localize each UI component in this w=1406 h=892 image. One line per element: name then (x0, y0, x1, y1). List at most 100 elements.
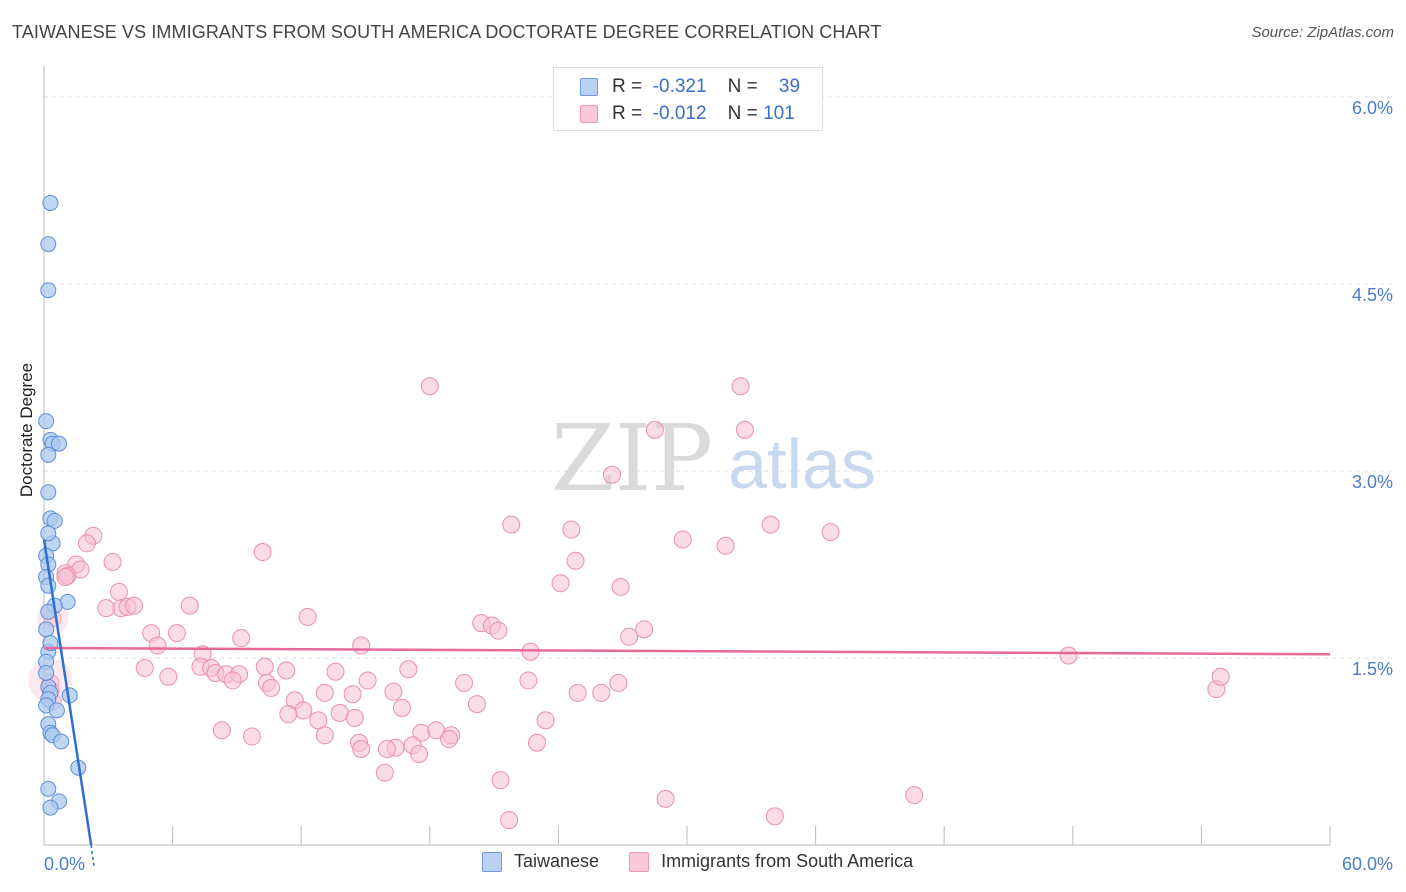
legend-r-value-1: -0.321 (652, 76, 707, 97)
pink-point (262, 678, 281, 697)
blue-point (40, 236, 57, 253)
pink-point (309, 711, 328, 730)
y-tick-label: 4.5% (1352, 285, 1393, 305)
correlation-legend: R = -0.321 N = 39 R = -0.012 N = 101 (553, 67, 823, 131)
pink-point (352, 636, 371, 655)
chart-title: TAIWANESE VS IMMIGRANTS FROM SOUTH AMERI… (12, 22, 882, 42)
grid-lines (44, 96, 1392, 659)
pink-point (315, 683, 334, 702)
pink-point (519, 671, 538, 690)
legend-n-label-1: N = (727, 76, 758, 97)
pink-point (77, 534, 96, 553)
data-points (28, 194, 1230, 830)
blue-point (48, 702, 65, 719)
pink-point (735, 420, 754, 439)
pink-point (731, 377, 750, 396)
pink-point (761, 515, 780, 534)
pink-point (420, 377, 439, 396)
pink-point (277, 661, 296, 680)
blue-point (40, 484, 57, 501)
watermark-atlas: atlas (728, 425, 876, 503)
pink-point (765, 807, 784, 826)
pink-point (167, 624, 186, 643)
pink-point (242, 727, 261, 746)
blue-trend-extension (90, 844, 95, 868)
blue-point (42, 194, 59, 211)
pink-point (716, 536, 735, 555)
series-legend-taiwanese[interactable]: Taiwanese (482, 851, 599, 872)
blue-point (51, 435, 68, 452)
pink-point (1211, 667, 1230, 686)
pink-point (212, 721, 231, 740)
series-swatch-pink (629, 851, 650, 872)
pink-point (592, 683, 611, 702)
blue-point (40, 446, 57, 463)
y-tick-label: 3.0% (1352, 472, 1393, 492)
blue-point (40, 577, 57, 594)
series-label-taiwanese: Taiwanese (514, 851, 600, 871)
pink-point (345, 708, 364, 727)
tick-labels: 1.5% 3.0% 4.5% 6.0% 0.0% 60.0% (44, 98, 1393, 874)
trend-lines (42, 539, 1331, 868)
pink-point (620, 627, 639, 646)
pink-point (1059, 646, 1078, 665)
pink-point (159, 667, 178, 686)
series-legend-south-america[interactable]: Immigrants from South America (629, 851, 913, 872)
pink-point (521, 642, 540, 661)
legend-swatch-pink (580, 105, 598, 123)
pink-point (384, 682, 403, 701)
pink-point (609, 673, 628, 692)
legend-n-value-2: 101 (763, 103, 795, 124)
pink-point (125, 596, 144, 615)
pink-point (253, 543, 272, 562)
pink-point (489, 621, 508, 640)
blue-point (38, 664, 55, 681)
pink-point (330, 703, 349, 722)
pink-point (502, 515, 521, 534)
pink-point (410, 744, 429, 763)
pink-point (377, 740, 396, 759)
pink-point (568, 683, 587, 702)
pink-point (566, 551, 585, 570)
pink-point (467, 695, 486, 714)
pink-point (375, 763, 394, 782)
pink-point (527, 733, 546, 752)
series-legend: Taiwanese Immigrants from South America (482, 851, 943, 872)
pink-point (399, 660, 418, 679)
blue-point (40, 525, 57, 542)
pink-point (315, 726, 334, 745)
y-tick-label: 6.0% (1352, 98, 1393, 118)
blue-point (38, 621, 55, 638)
pink-point (298, 607, 317, 626)
pink-point (656, 789, 675, 808)
pink-point (602, 465, 621, 484)
blue-point (40, 780, 57, 797)
pink-point (343, 685, 362, 704)
pink-point (232, 629, 251, 648)
legend-r-value-2: -0.012 (652, 103, 707, 124)
pink-point (551, 574, 570, 593)
blue-point (53, 733, 70, 750)
legend-row-south-america: R = -0.012 N = 101 (580, 101, 795, 127)
pink-point (635, 620, 654, 639)
source-label: Source: ZipAtlas.com (1251, 24, 1394, 41)
pink-point (455, 673, 474, 692)
pink-point (103, 553, 122, 572)
pink-trend-line (43, 646, 1331, 656)
blue-point (46, 512, 63, 529)
pink-point (148, 636, 167, 655)
pink-point (279, 705, 298, 724)
pink-point (294, 701, 313, 720)
legend-r-label-1: R = (612, 76, 643, 97)
pink-point (440, 730, 459, 749)
series-label-south-america: Immigrants from South America (661, 851, 914, 871)
pink-point (821, 523, 840, 542)
legend-n-value-1: 39 (778, 76, 801, 97)
pink-point (611, 577, 630, 596)
x-tick-label-min: 0.0% (44, 854, 85, 874)
legend-r-label-2: R = (612, 103, 643, 124)
pink-point (180, 596, 199, 615)
pink-point (562, 520, 581, 539)
pink-point (56, 567, 75, 586)
